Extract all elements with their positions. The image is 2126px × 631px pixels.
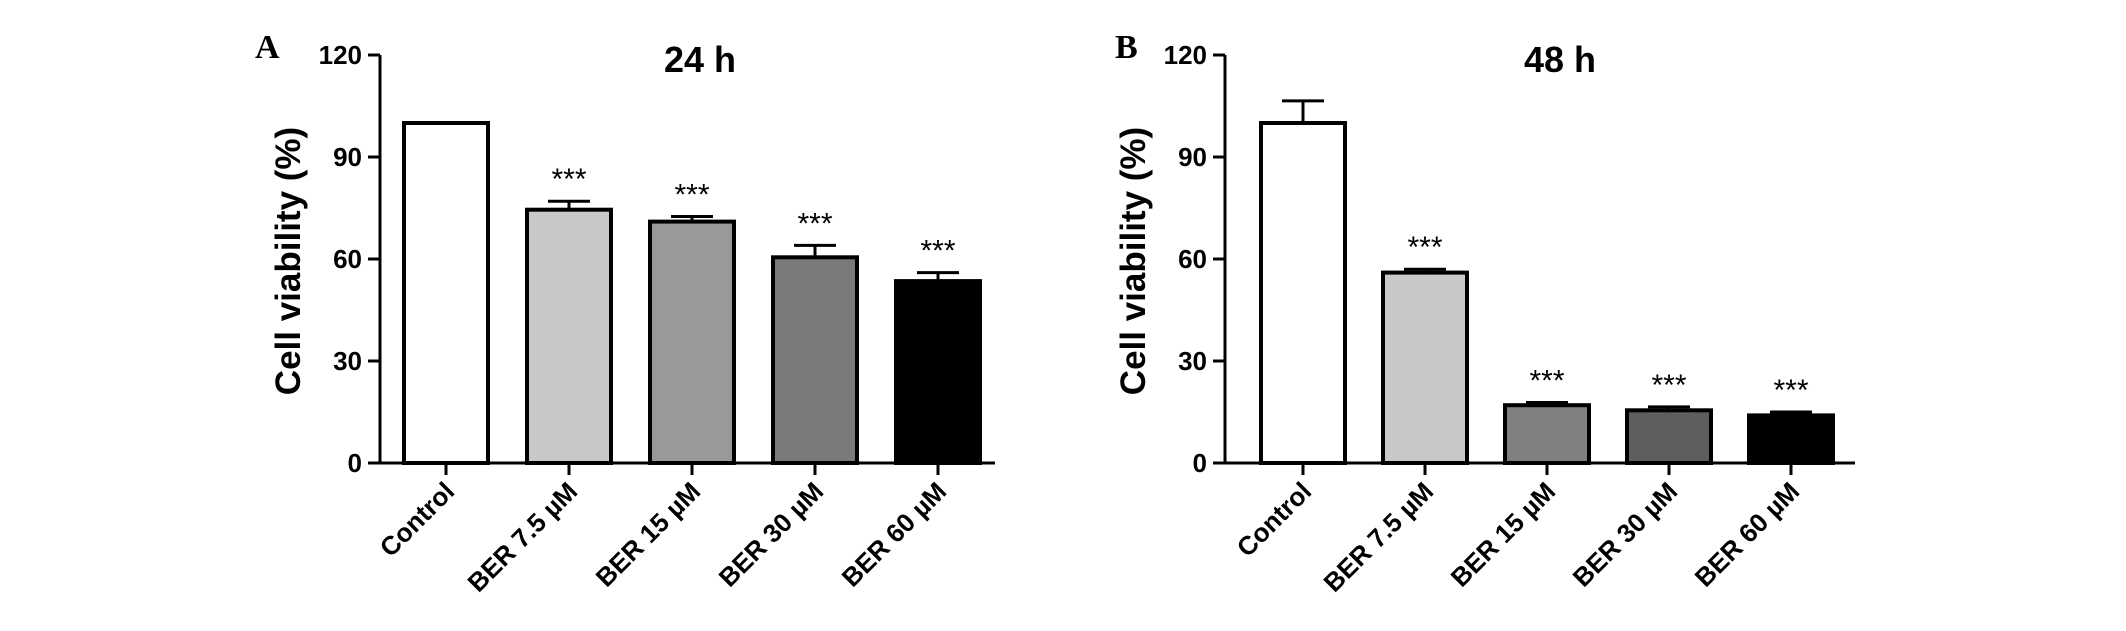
panel-b-y-tick-label: 30: [1178, 346, 1207, 376]
panel-a-y-tick-label: 0: [348, 448, 362, 478]
significance-label: ***: [1407, 231, 1442, 264]
significance-label: ***: [920, 235, 955, 268]
panel-b-y-tick-label: 90: [1178, 142, 1207, 172]
panel-b-y-tick-label: 0: [1193, 448, 1207, 478]
bar: [648, 219, 736, 465]
significance-label: ***: [1773, 374, 1808, 407]
panel-b-y-tick-label: 120: [1164, 40, 1207, 70]
panel-a-letter: A: [255, 29, 280, 66]
panel-a-y-tick-label: 30: [333, 346, 362, 376]
panel-a-y-axis-label: Cell viability (%): [269, 127, 308, 395]
x-tick-label: BER 15 µM: [1445, 476, 1562, 593]
panel-a: A 24 h Cell viability (%) 0 30 60 90 120 Cont…: [255, 29, 995, 598]
bar: [402, 121, 490, 465]
x-tick-label: BER 60 µM: [836, 476, 953, 593]
significance-label: ***: [797, 207, 832, 240]
panel-a-y-tick-label: 90: [333, 142, 362, 172]
panel-a-y-tick-label: 60: [333, 244, 362, 274]
significance-label: ***: [1529, 364, 1564, 397]
bar: [771, 255, 859, 465]
panel-b-title: 48 h: [1524, 39, 1596, 80]
x-tick-label: BER 7.5 µM: [462, 476, 584, 598]
bar: [894, 279, 982, 465]
bar: [1259, 121, 1347, 465]
bar: [1747, 413, 1835, 465]
panel-b-y-tick-label: 60: [1178, 244, 1207, 274]
panel-b-letter: B: [1115, 29, 1138, 66]
x-tick-label: Control: [1231, 476, 1318, 563]
significance-label: ***: [674, 179, 709, 212]
significance-label: ***: [1651, 369, 1686, 402]
panel-a-y-tick-label: 120: [319, 40, 362, 70]
x-tick-label: BER 60 µM: [1689, 476, 1806, 593]
x-tick-label: BER 30 µM: [713, 476, 830, 593]
bar: [1625, 408, 1713, 465]
x-tick-label: Control: [374, 476, 461, 563]
panel-b-y-axis-label: Cell viability (%): [1114, 127, 1153, 395]
x-tick-label: BER 30 µM: [1567, 476, 1684, 593]
x-tick-label: BER 7.5 µM: [1318, 476, 1440, 598]
panel-a-title: 24 h: [664, 39, 736, 80]
panel-b: B 48 h Cell viability (%) 0 30 60 90 120 Cont…: [1114, 29, 1855, 598]
bar: [1503, 403, 1591, 466]
x-tick-label: BER 15 µM: [590, 476, 707, 593]
bar: [1381, 270, 1469, 465]
bar: [525, 207, 613, 465]
significance-label: ***: [551, 163, 586, 196]
